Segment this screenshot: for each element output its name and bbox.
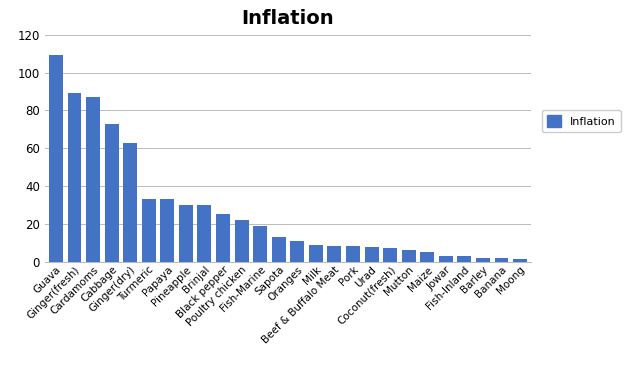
- Bar: [513, 259, 527, 262]
- Bar: [383, 248, 397, 262]
- Bar: [328, 246, 341, 262]
- Bar: [495, 258, 508, 262]
- Bar: [124, 142, 137, 262]
- Bar: [235, 220, 248, 262]
- Bar: [365, 247, 378, 262]
- Bar: [439, 256, 452, 262]
- Bar: [49, 55, 63, 262]
- Legend: Inflation: Inflation: [541, 110, 621, 132]
- Title: Inflation: Inflation: [242, 8, 334, 28]
- Bar: [420, 252, 434, 262]
- Bar: [198, 205, 211, 262]
- Bar: [68, 93, 81, 262]
- Bar: [161, 199, 174, 262]
- Bar: [179, 205, 193, 262]
- Bar: [86, 97, 100, 262]
- Bar: [458, 256, 471, 262]
- Bar: [253, 226, 267, 262]
- Bar: [105, 124, 118, 262]
- Bar: [346, 246, 360, 262]
- Bar: [309, 245, 323, 262]
- Bar: [402, 251, 415, 262]
- Bar: [476, 258, 490, 262]
- Bar: [216, 214, 230, 262]
- Bar: [142, 199, 156, 262]
- Bar: [291, 241, 304, 262]
- Bar: [272, 237, 285, 262]
